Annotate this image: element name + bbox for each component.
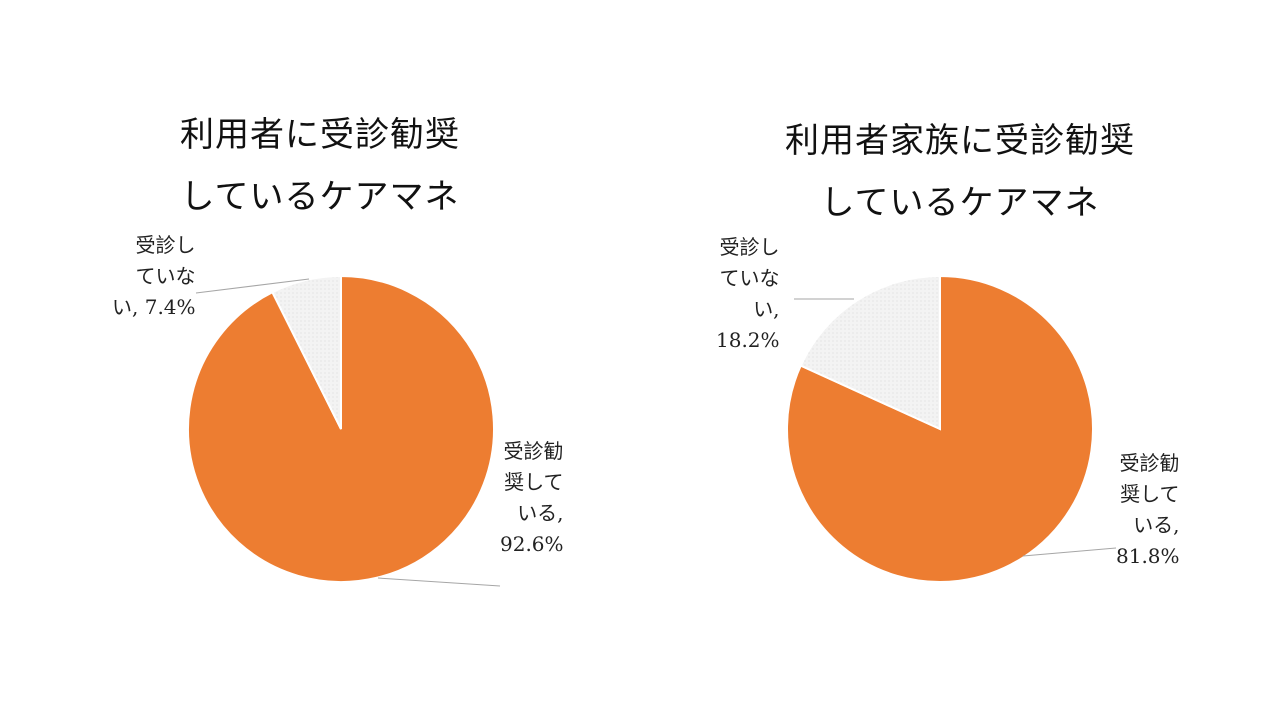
chart-title: 利用者に受診勧奨 しているケアマネ <box>0 104 640 228</box>
chart-title-line-1: 利用者家族に受診勧奨 <box>785 121 1135 161</box>
leader-line-recommending <box>377 577 501 587</box>
data-label-not-recommending: 受診し ていな い, 7.4% <box>112 233 196 319</box>
pie-chart-families: 利用者家族に受診勧奨 しているケアマネ 受診勧 奨して いる, 81.8% 受診… <box>640 0 1280 720</box>
pie-chart-svg <box>187 274 501 587</box>
pie-slice-not-recommending <box>799 274 941 431</box>
data-label-recommending: 受診勧 奨して いる, 92.6% <box>500 439 564 556</box>
data-label-not-recommending: 受診し ていな い, 18.2% <box>716 235 780 352</box>
chart-title: 利用者家族に受診勧奨 しているケアマネ <box>640 110 1280 234</box>
data-label-recommending: 受診勧 奨して いる, 81.8% <box>1116 451 1180 568</box>
chart-title-line-1: 利用者に受診勧奨 <box>180 115 460 155</box>
chart-title-line-2: しているケアマネ <box>180 177 460 217</box>
leader-line-not-recommending <box>195 278 310 294</box>
leader-line-recommending <box>1022 547 1117 557</box>
pie-chart-patients: 利用者に受診勧奨 しているケアマネ 受診勧 奨して いる, 92.6% 受診し … <box>0 104 640 587</box>
pie-slice-not-recommending <box>271 274 342 430</box>
pie-chart-svg <box>786 274 1117 583</box>
chart-title-line-2: しているケアマネ <box>820 183 1100 223</box>
